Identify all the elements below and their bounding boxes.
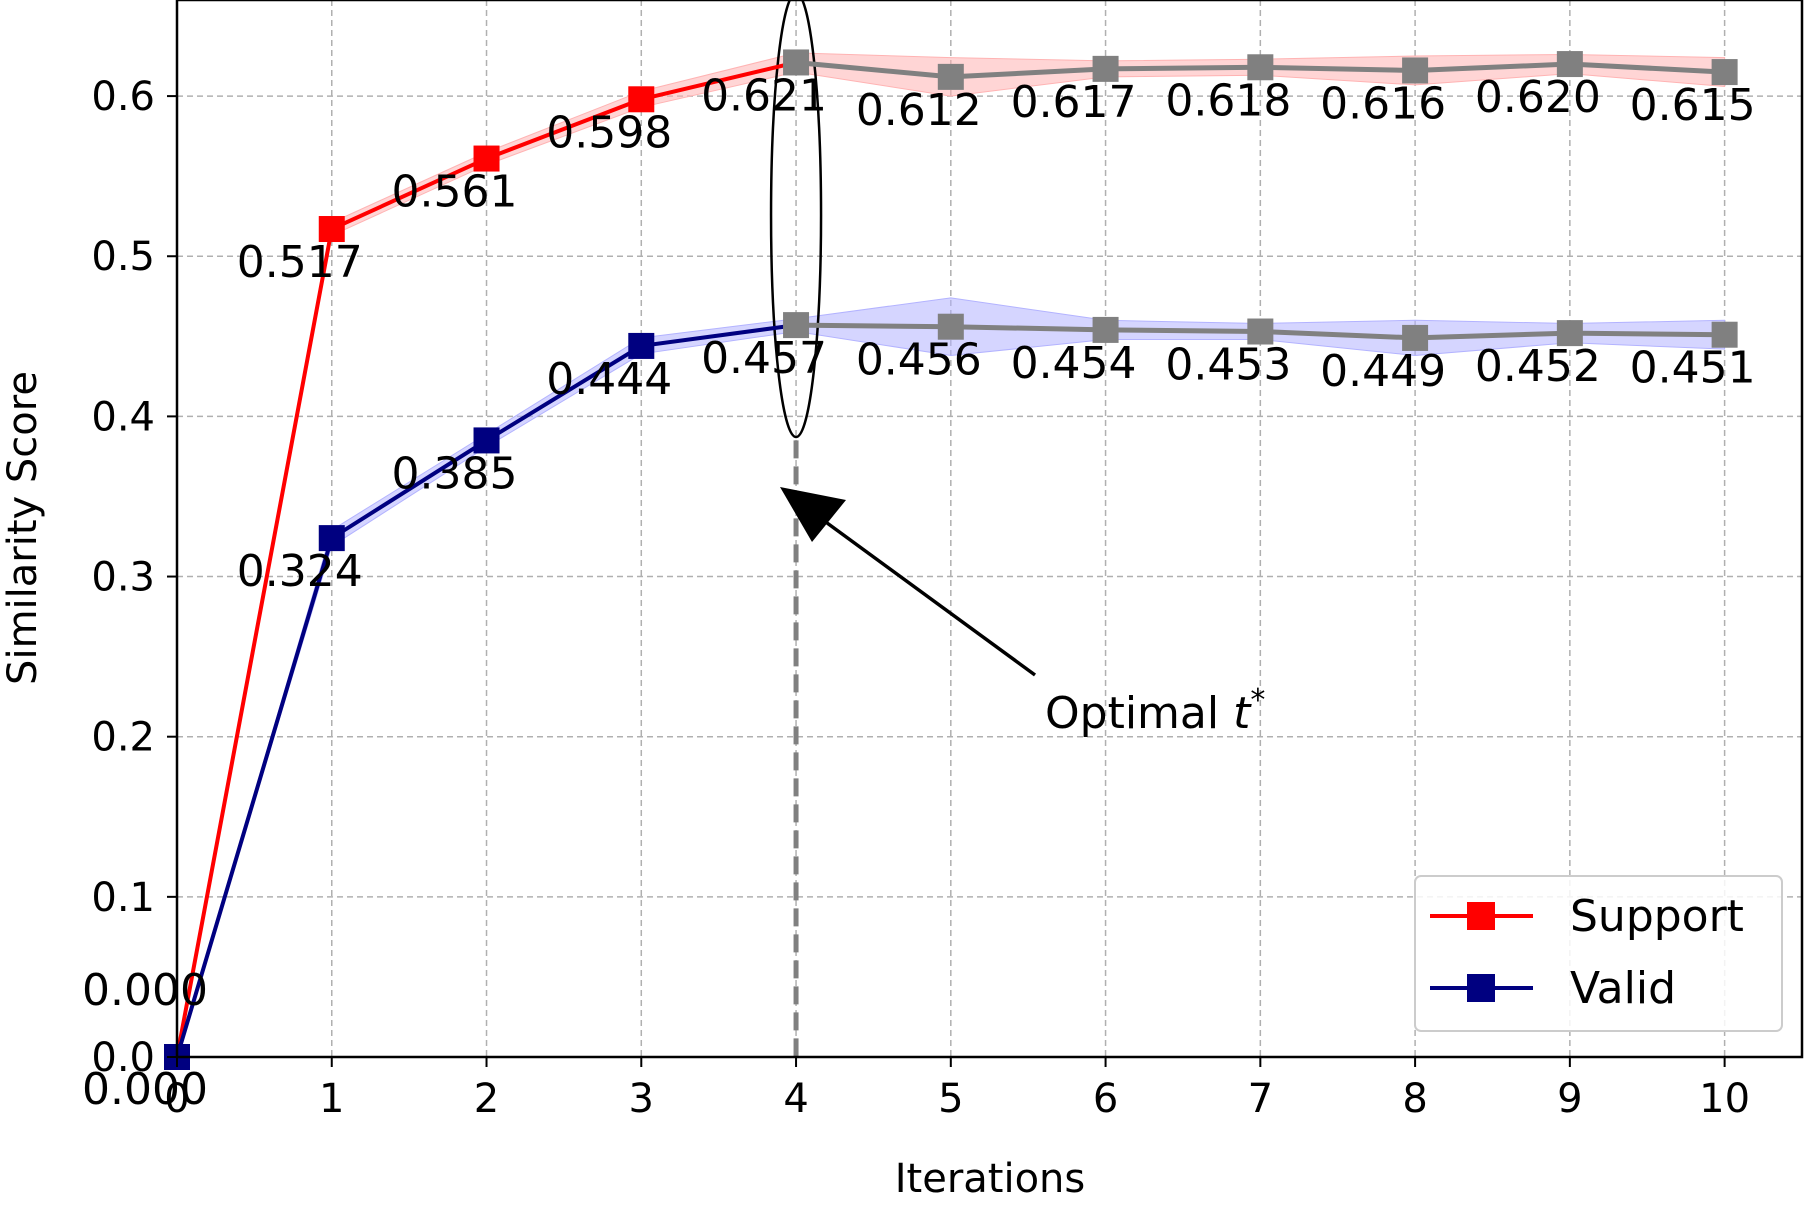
x-tick-label: 3 — [629, 1076, 654, 1122]
data-point — [473, 145, 500, 172]
data-point — [1247, 54, 1274, 81]
data-label: 0.617 — [1011, 77, 1137, 128]
data-label: 0.457 — [701, 333, 827, 384]
y-axis-title: Similarity Score — [0, 371, 46, 685]
x-tick-label: 5 — [938, 1076, 963, 1122]
data-point — [1556, 320, 1583, 347]
data-label: 0.616 — [1320, 78, 1446, 129]
y-tick-label: 0.6 — [91, 74, 155, 120]
data-label: 0.449 — [1320, 346, 1446, 397]
x-tick-label: 10 — [1699, 1076, 1750, 1122]
data-label: 0.620 — [1475, 72, 1601, 123]
data-point — [473, 427, 500, 454]
x-tick-label: 8 — [1402, 1076, 1427, 1122]
data-label: 0.456 — [856, 335, 982, 386]
data-label: 0.385 — [392, 448, 518, 499]
data-point — [783, 49, 810, 76]
x-tick-label: 0 — [164, 1076, 189, 1122]
data-point — [1092, 316, 1119, 343]
data-point — [628, 332, 655, 359]
annotation-symbol: t — [1233, 688, 1252, 739]
data-label: 0.615 — [1630, 80, 1756, 131]
annotation-text: Optimal t* — [1045, 683, 1265, 739]
data-point — [937, 313, 964, 340]
annotation-arrowhead — [780, 487, 846, 542]
data-label: 0.454 — [1011, 338, 1137, 389]
legend-swatch-marker — [1467, 974, 1495, 1002]
optimal-ellipse — [769, 0, 823, 439]
data-label: 0.598 — [546, 107, 672, 158]
y-tick-label: 0.4 — [91, 394, 155, 440]
series-markers — [164, 49, 1738, 1070]
data-label: 0.452 — [1475, 341, 1601, 392]
data-label: 0.453 — [1165, 340, 1291, 391]
data-label: 0.000 — [82, 965, 208, 1016]
optimal-marker — [769, 0, 823, 1057]
legend-entry-label: Support — [1570, 891, 1744, 942]
x-tick-label: 7 — [1248, 1076, 1273, 1122]
legend-entry-label: Valid — [1570, 963, 1676, 1014]
data-point — [937, 63, 964, 90]
data-point — [1402, 324, 1429, 351]
data-point — [318, 216, 345, 243]
data-point — [1556, 51, 1583, 78]
data-label: 0.517 — [237, 237, 363, 288]
data-point — [1711, 321, 1738, 348]
x-tick-label: 2 — [474, 1076, 499, 1122]
x-tick-label: 4 — [783, 1076, 808, 1122]
optimal-annotation: Optimal t* — [780, 487, 1265, 739]
y-tick-label: 0.2 — [91, 715, 155, 761]
data-label: 0.324 — [237, 546, 363, 597]
annotation-label: Optimal — [1045, 688, 1233, 739]
legend-swatch-marker — [1467, 902, 1495, 930]
data-label: 0.612 — [856, 85, 982, 136]
data-point — [1092, 55, 1119, 82]
x-tick-label: 9 — [1557, 1076, 1582, 1122]
y-tick-label: 0.0 — [91, 1035, 155, 1081]
data-point — [1247, 318, 1274, 345]
annotation-arrow-shaft — [821, 518, 1037, 677]
data-labels: 0.000 0.517 0.561 0.598 0.621 0.612 0.617 0.618… — [82, 70, 1756, 1115]
data-label: 0.618 — [1165, 75, 1291, 126]
data-point — [318, 525, 345, 552]
data-label: 0.621 — [701, 70, 827, 121]
data-label: 0.561 — [392, 167, 518, 218]
y-tick-label: 0.1 — [91, 875, 155, 921]
x-axis-title: Iterations — [895, 1156, 1086, 1202]
x-tick-label: 6 — [1093, 1076, 1118, 1122]
data-label: 0.444 — [546, 354, 672, 405]
y-tick-label: 0.5 — [91, 234, 155, 280]
data-point — [628, 86, 655, 113]
legend: Support Valid — [1414, 875, 1783, 1032]
data-label: 0.451 — [1630, 343, 1756, 394]
annotation-superscript: * — [1250, 683, 1265, 718]
plot-frame — [175, 0, 1804, 1059]
data-point — [1402, 57, 1429, 84]
data-label: 0.000 — [82, 1064, 208, 1115]
axis-ticks: 0 1 2 3 4 5 6 7 8 9 10 0.0 0.1 0.2 0.3 0.4 0.5 0.6 — [91, 74, 1750, 1122]
x-tick-label: 1 — [319, 1076, 344, 1122]
y-tick-label: 0.3 — [91, 555, 155, 601]
data-point — [1711, 59, 1738, 86]
data-point — [783, 312, 810, 339]
